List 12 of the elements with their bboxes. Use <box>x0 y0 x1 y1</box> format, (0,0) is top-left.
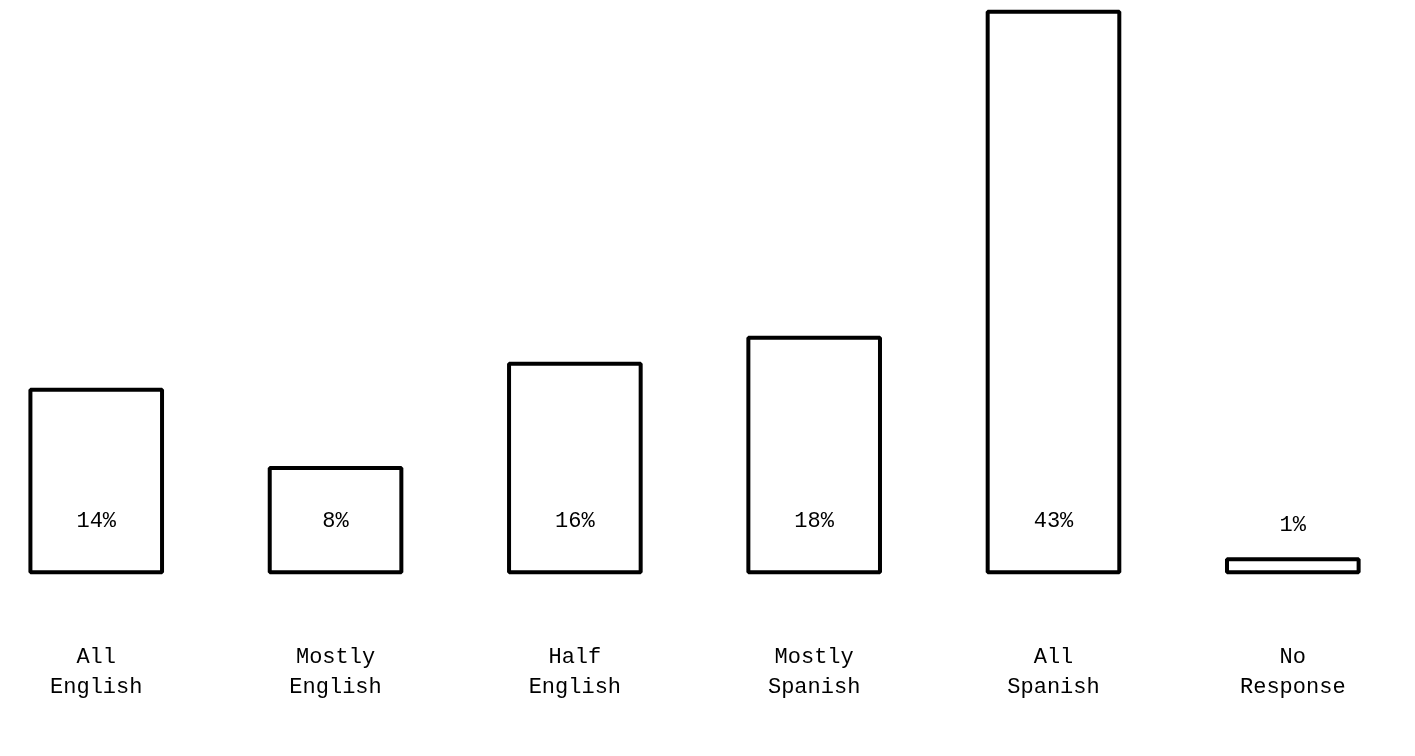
data-label: 14% <box>76 509 117 535</box>
x-tick-label: Mostly English <box>289 645 382 701</box>
x-tick-label: All English <box>50 645 143 701</box>
x-tick-label: No Response <box>1240 645 1346 701</box>
x-tick-label: All Spanish <box>1007 645 1100 701</box>
data-label: 43% <box>1033 509 1075 535</box>
data-label: 8% <box>322 509 350 535</box>
x-tick-label: Half English <box>528 645 622 701</box>
data-label: 16% <box>555 509 596 535</box>
x-tick-label: Mostly Spanish <box>767 645 861 701</box>
data-label: 1% <box>1279 513 1307 539</box>
data-label: 18% <box>794 509 835 535</box>
